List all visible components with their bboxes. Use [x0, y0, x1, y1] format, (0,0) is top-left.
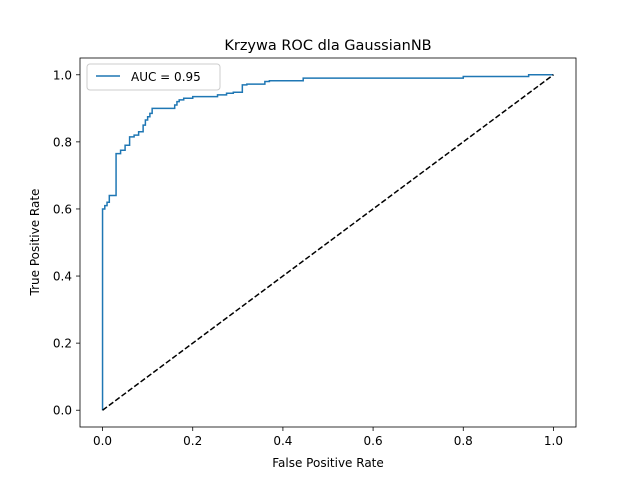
x-axis-label: False Positive Rate: [272, 456, 384, 470]
legend-entry-label: AUC = 0.95: [131, 70, 201, 84]
y-tick-label: 0.8: [53, 135, 72, 149]
x-tick-label: 0.2: [183, 434, 202, 448]
y-tick-label: 0.4: [53, 270, 72, 284]
y-tick-label: 1.0: [53, 68, 72, 82]
y-tick-label: 0.0: [53, 404, 72, 418]
y-tick-label: 0.6: [53, 202, 72, 216]
x-tick-label: 1.0: [544, 434, 563, 448]
x-tick-label: 0.0: [93, 434, 112, 448]
x-tick-label: 0.6: [364, 434, 383, 448]
chart-title: Krzywa ROC dla GaussianNB: [224, 38, 431, 54]
y-axis-label: True Positive Rate: [28, 189, 42, 297]
x-tick-label: 0.8: [454, 434, 473, 448]
legend: AUC = 0.95: [87, 64, 220, 90]
x-tick-label: 0.4: [273, 434, 292, 448]
y-tick-label: 0.2: [53, 337, 72, 351]
